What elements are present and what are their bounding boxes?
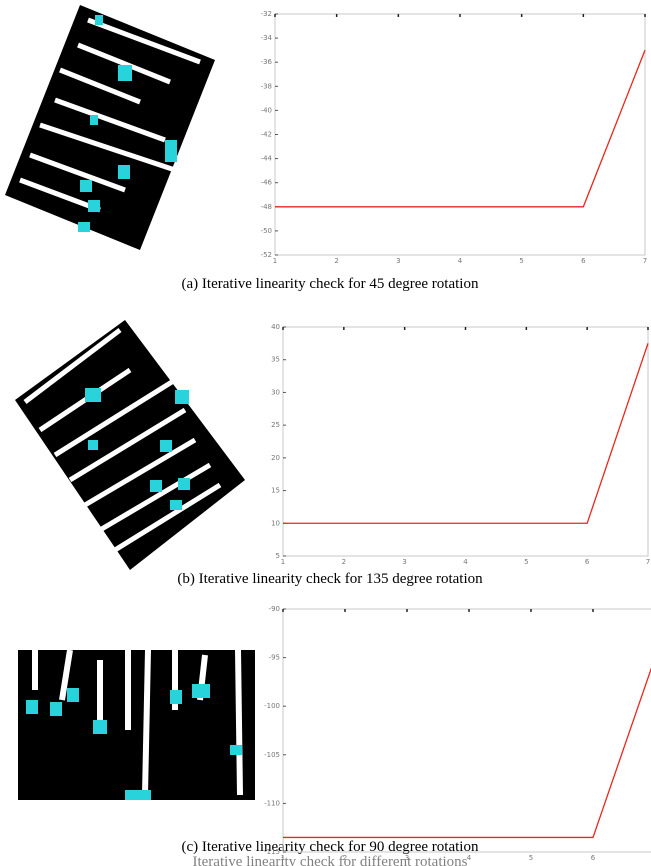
x-tick-label: 7: [643, 257, 647, 265]
y-tick-label: 40: [271, 323, 280, 331]
y-tick-label: 25: [271, 421, 280, 429]
line: [283, 658, 651, 838]
y-tick-label: 20: [271, 454, 280, 462]
y-tick-label: -90: [269, 605, 280, 613]
x-tick-label: 2: [334, 257, 338, 265]
x-tick-label: 2: [343, 854, 347, 862]
line: [275, 50, 645, 207]
y-tick-label: 30: [271, 388, 280, 396]
y-tick-label: -110: [264, 799, 280, 807]
x-tick-label: 6: [591, 854, 596, 862]
y-tick-label: -44: [261, 155, 273, 163]
y-tick-label: -46: [261, 179, 273, 187]
x-tick-label: 4: [463, 558, 468, 566]
y-tick-label: -100: [264, 702, 280, 710]
plot-frame: [283, 327, 648, 556]
x-tick-label: 3: [402, 558, 406, 566]
figure: (a) Iterative linearity check for 45 deg…: [0, 0, 651, 866]
y-tick-label: -38: [261, 82, 272, 90]
x-tick-label: 5: [524, 558, 528, 566]
y-tick-label: -115: [264, 848, 280, 856]
y-tick-label: 10: [271, 519, 280, 527]
x-tick-label: 6: [585, 558, 590, 566]
x-tick-label: 4: [467, 854, 472, 862]
x-tick-label: 1: [281, 854, 285, 862]
x-tick-label: 6: [581, 257, 586, 265]
y-tick-label: -48: [261, 203, 272, 211]
y-tick-label: -42: [261, 131, 272, 139]
image-c: [18, 650, 255, 800]
x-tick-label: 2: [342, 558, 346, 566]
line: [283, 343, 648, 523]
caption: (a) Iterative linearity check for 45 deg…: [182, 276, 479, 292]
y-tick-label: -50: [261, 227, 272, 235]
x-tick-label: 1: [281, 558, 285, 566]
x-tick-label: 5: [519, 257, 523, 265]
caption: (c) Iterative linearity check for 90 deg…: [182, 839, 479, 855]
plot-frame: [283, 609, 651, 852]
y-tick-label: -36: [261, 58, 273, 66]
caption: (b) Iterative linearity check for 135 de…: [177, 571, 483, 587]
x-tick-label: 7: [646, 558, 650, 566]
y-tick-label: -34: [261, 34, 273, 42]
y-tick-label: -95: [269, 654, 280, 662]
y-tick-label: -52: [261, 251, 272, 259]
x-tick-label: 1: [273, 257, 277, 265]
x-tick-label: 4: [458, 257, 463, 265]
plot-frame: [275, 14, 645, 255]
x-tick-label: 5: [529, 854, 533, 862]
image-a: [5, 5, 215, 250]
y-tick-label: 5: [276, 552, 280, 560]
image-b: [15, 320, 245, 570]
figure-caption: Iterative linearity check for different …: [192, 854, 467, 866]
y-tick-label: 35: [271, 356, 280, 364]
y-tick-label: -32: [261, 10, 272, 18]
x-tick-label: 3: [405, 854, 409, 862]
y-tick-label: -105: [264, 751, 280, 759]
x-tick-label: 3: [396, 257, 400, 265]
y-tick-label: -40: [261, 106, 272, 114]
y-tick-label: 15: [271, 487, 280, 495]
